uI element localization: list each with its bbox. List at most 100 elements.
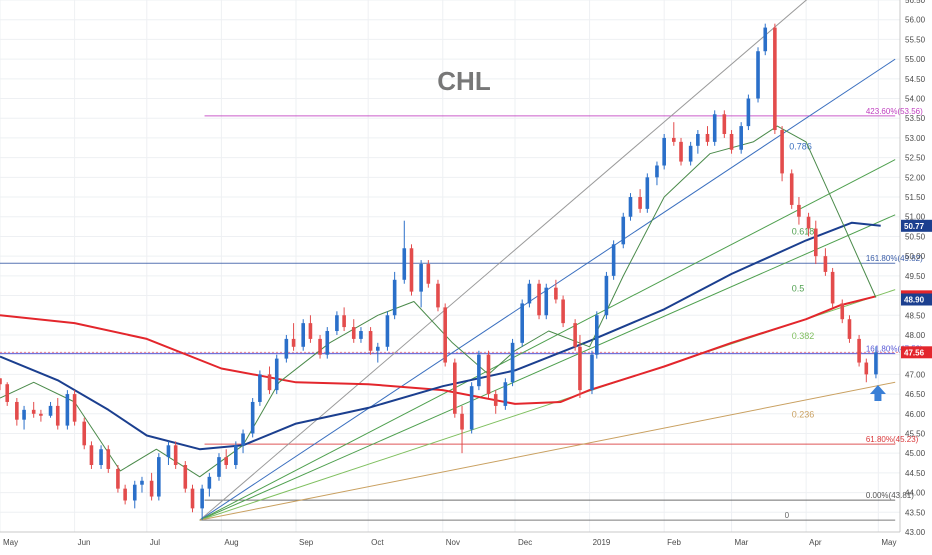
candle-body (166, 445, 171, 458)
y-tick-label: 45.00 (905, 449, 926, 458)
candle (123, 484, 127, 505)
candle (696, 130, 700, 154)
candle (830, 267, 835, 308)
candle (376, 342, 380, 363)
candle-body (797, 204, 801, 217)
candle-body (436, 283, 440, 308)
candle-body (31, 409, 36, 414)
candle (149, 472, 154, 501)
candle-body (671, 137, 676, 142)
candle-body (173, 445, 178, 466)
x-tick-label: Feb (667, 538, 681, 547)
candle (537, 279, 541, 320)
candle (157, 453, 161, 501)
candle (527, 279, 532, 308)
candle (756, 47, 760, 103)
x-tick-label: May (881, 538, 896, 547)
candle-body (258, 374, 262, 402)
candle-body (359, 331, 363, 339)
x-tick-label: Mar (735, 538, 749, 547)
candle (453, 358, 457, 418)
price-badge (901, 346, 932, 359)
y-tick-label: 50.50 (905, 232, 926, 241)
candle-body (696, 133, 700, 146)
candle (510, 338, 515, 387)
candle-body (806, 216, 811, 229)
candle-body (402, 248, 407, 280)
candle-body (426, 264, 431, 284)
candle-body (705, 133, 710, 142)
fib-level-label: 161.80%(49.82) (866, 254, 923, 263)
y-axis[interactable]: 43.00 43.50 44.00 44.50 45.00 45.50 46.00 46.50… (899, 0, 932, 537)
candle (116, 465, 120, 493)
y-tick-label: 44.00 (905, 489, 926, 498)
candle-body (544, 287, 549, 316)
candle (544, 283, 549, 320)
fan-line-label: 0.236 (792, 410, 815, 420)
candle-body (140, 480, 144, 485)
candle (207, 472, 212, 497)
candle-body (15, 401, 19, 420)
fan-line-label: 0.786 (789, 142, 812, 152)
candle (342, 307, 346, 332)
candle (82, 417, 87, 450)
candle (267, 366, 272, 395)
y-tick-label: 44.50 (905, 469, 926, 478)
candle-body (116, 468, 120, 489)
candle (662, 133, 666, 170)
candle-body (183, 465, 188, 489)
candle-body (527, 283, 532, 304)
candle-body (48, 405, 53, 416)
y-tick-label: 52.00 (905, 173, 926, 182)
candle (31, 401, 36, 418)
candle-body (301, 323, 306, 347)
x-axis[interactable]: May Jun Jul Aug Sep Oct Nov Dec 2019 Feb Mar Apr May (0, 531, 900, 547)
candle (638, 189, 642, 213)
candle-body (578, 346, 582, 391)
candle-body (590, 354, 594, 391)
candle-body (157, 457, 161, 497)
fan-line-label: 0.382 (792, 331, 815, 341)
fan-line (199, 381, 896, 521)
candle (291, 323, 296, 351)
candle (224, 449, 229, 469)
candle (688, 141, 693, 166)
candle (847, 315, 852, 343)
fan-line (199, 159, 896, 521)
y-tick-label: 43.00 (905, 528, 926, 537)
candle-body (655, 165, 659, 178)
candle (200, 484, 204, 521)
candle-body (493, 394, 498, 406)
candle (217, 453, 221, 481)
candle-body (679, 141, 683, 162)
candle (250, 398, 255, 438)
candle (773, 23, 777, 134)
candle-body (385, 315, 390, 347)
candle-body (5, 384, 10, 402)
x-tick-label: Apr (809, 538, 822, 547)
candle (258, 370, 262, 406)
candle-body (510, 342, 515, 383)
candle (274, 354, 279, 395)
candle (392, 271, 397, 320)
candle (55, 398, 60, 430)
candle (729, 130, 734, 154)
candle-body (712, 114, 717, 142)
candle-body (207, 476, 212, 489)
fib-level-label: 61.80%(45.23) (866, 435, 919, 444)
candle (99, 445, 103, 469)
y-tick-label: 48.00 (905, 331, 926, 340)
candle-body (554, 287, 558, 300)
candle (0, 378, 2, 391)
price-badge (901, 219, 932, 232)
candle (520, 299, 524, 347)
candle (89, 441, 94, 469)
candle (359, 327, 363, 343)
candle-body (813, 228, 818, 257)
up-arrow-icon (869, 385, 886, 402)
y-tick-label: 56.00 (905, 16, 926, 25)
candle-body (217, 457, 221, 477)
price-badge (901, 293, 932, 306)
candle-body (628, 197, 633, 217)
